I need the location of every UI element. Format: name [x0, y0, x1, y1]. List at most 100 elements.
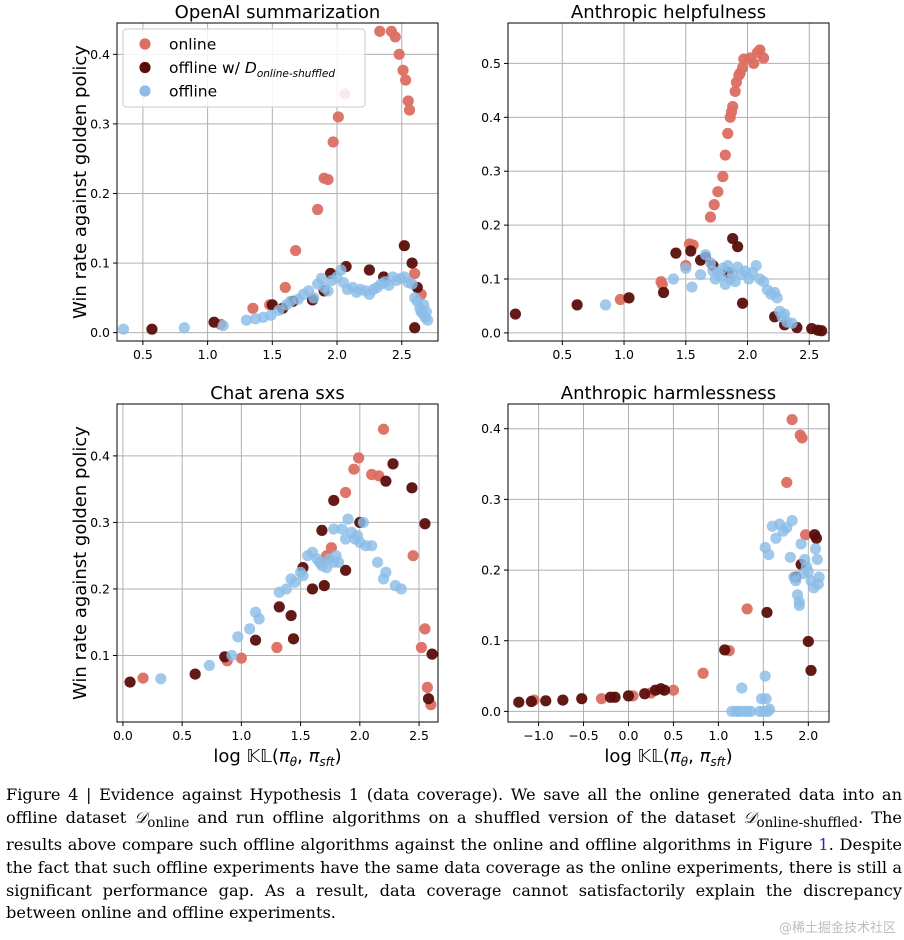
- y-tick-label: 0.0: [481, 704, 501, 719]
- y-tick-label: 0.2: [481, 218, 501, 233]
- data-point: [389, 31, 401, 43]
- data-point: [813, 571, 825, 583]
- data-point: [639, 688, 651, 700]
- x-tick-label: 2.0: [738, 347, 758, 362]
- data-point: [421, 681, 433, 694]
- data-point: [614, 293, 626, 306]
- data-point: [786, 317, 798, 329]
- watermark: @稀土掘金技术社区: [778, 921, 896, 936]
- data-point: [717, 171, 729, 183]
- data-point: [178, 322, 190, 334]
- data-point: [155, 673, 167, 685]
- y-tick-label: 0.2: [481, 563, 501, 578]
- data-point: [332, 111, 344, 123]
- data-point: [315, 272, 328, 284]
- data-point: [366, 540, 378, 552]
- data-point: [244, 623, 256, 635]
- data-point: [407, 550, 419, 562]
- chart-panel-2: 0.0 0.5 1.0 1.5 2.0 2.5 0.1 0.2 0.3 0.4 Chat arena…: [70, 383, 439, 769]
- chart-panel-3: −1.0 −0.5 0.0 0.5 1.0 1.5 2.0 0.0 0.1 0.2 0.3 0.4 An…: [481, 383, 830, 769]
- data-point: [667, 273, 680, 285]
- data-point: [328, 494, 340, 507]
- data-point: [811, 553, 823, 566]
- data-point: [708, 199, 720, 211]
- data-point: [232, 631, 244, 643]
- data-point: [719, 149, 731, 161]
- data-point: [697, 667, 709, 679]
- data-point: [525, 695, 537, 708]
- series-2: [599, 249, 798, 329]
- x-tick-label: 1.0: [708, 728, 728, 743]
- data-point: [312, 203, 324, 216]
- figure-reference-link[interactable]: 1: [818, 835, 829, 855]
- dataset-symbol-2: 𝒟: [743, 807, 757, 827]
- x-axis-label: log 𝕂𝕃(πθ, πsft): [604, 746, 732, 769]
- data-point: [377, 423, 390, 435]
- data-point: [289, 576, 301, 588]
- chart-title: OpenAI summarization: [175, 2, 381, 23]
- axes-frame: [507, 22, 830, 342]
- data-point: [279, 281, 291, 294]
- legend-label: online: [169, 36, 216, 54]
- data-point: [235, 652, 247, 664]
- y-axis-label: Win rate against golden policy: [70, 426, 91, 700]
- data-point: [363, 264, 375, 276]
- y-tick-label: 0.4: [90, 448, 110, 463]
- data-point: [290, 244, 302, 257]
- data-point: [729, 85, 741, 98]
- chart-title: Anthropic helpfulness: [571, 2, 766, 23]
- series-2: [726, 515, 825, 718]
- y-tick-label: 0.0: [90, 325, 110, 340]
- data-point: [809, 543, 822, 555]
- data-point: [793, 599, 805, 612]
- caption-text-4: . Despite the fact that such offline exp…: [6, 835, 902, 923]
- data-point: [795, 538, 807, 550]
- data-point: [380, 475, 392, 487]
- y-tick-label: 0.0: [481, 325, 501, 340]
- y-tick-label: 0.1: [481, 272, 501, 287]
- data-point: [353, 452, 365, 464]
- data-point: [599, 299, 612, 311]
- y-tick-label: 0.4: [481, 110, 501, 125]
- data-point: [124, 676, 136, 688]
- y-tick-label: 0.1: [481, 633, 501, 648]
- data-point: [786, 413, 798, 426]
- data-point: [340, 564, 352, 576]
- x-tick-label: 1.0: [198, 347, 218, 362]
- y-tick-label: 0.4: [481, 421, 501, 436]
- data-point: [400, 74, 412, 86]
- y-tick-label: 0.1: [90, 256, 110, 271]
- data-point: [761, 606, 773, 619]
- chart-title: Chat arena sxs: [210, 383, 344, 404]
- x-tick-label: 2.0: [327, 347, 347, 362]
- x-tick-label: 2.0: [350, 728, 370, 743]
- data-point: [335, 264, 347, 276]
- dataset-subscript-shuffled: online-shuffled: [756, 814, 858, 831]
- y-tick-label: 0.3: [90, 116, 110, 131]
- legend-marker: [139, 61, 151, 74]
- caption-label: Figure 4: [6, 785, 79, 804]
- data-point: [420, 306, 432, 318]
- y-tick-label: 0.5: [481, 56, 501, 71]
- data-point: [406, 482, 418, 494]
- data-point: [332, 556, 345, 568]
- data-point: [308, 292, 320, 304]
- data-point: [704, 211, 717, 223]
- data-point: [770, 532, 782, 544]
- data-point: [815, 325, 828, 337]
- data-point: [297, 570, 309, 582]
- data-point: [285, 609, 297, 622]
- data-point: [409, 322, 421, 334]
- axes-frame: [116, 403, 439, 723]
- data-point: [722, 127, 734, 140]
- data-point: [371, 556, 384, 568]
- data-point: [760, 693, 772, 705]
- data-point: [802, 635, 814, 648]
- data-point: [374, 25, 386, 37]
- data-point: [409, 267, 421, 280]
- y-tick-label: 0.1: [90, 648, 110, 663]
- data-point: [609, 691, 621, 703]
- legend-label: offline w/ Donline-shuffled: [169, 59, 335, 80]
- data-point: [406, 257, 418, 269]
- data-point: [509, 308, 522, 320]
